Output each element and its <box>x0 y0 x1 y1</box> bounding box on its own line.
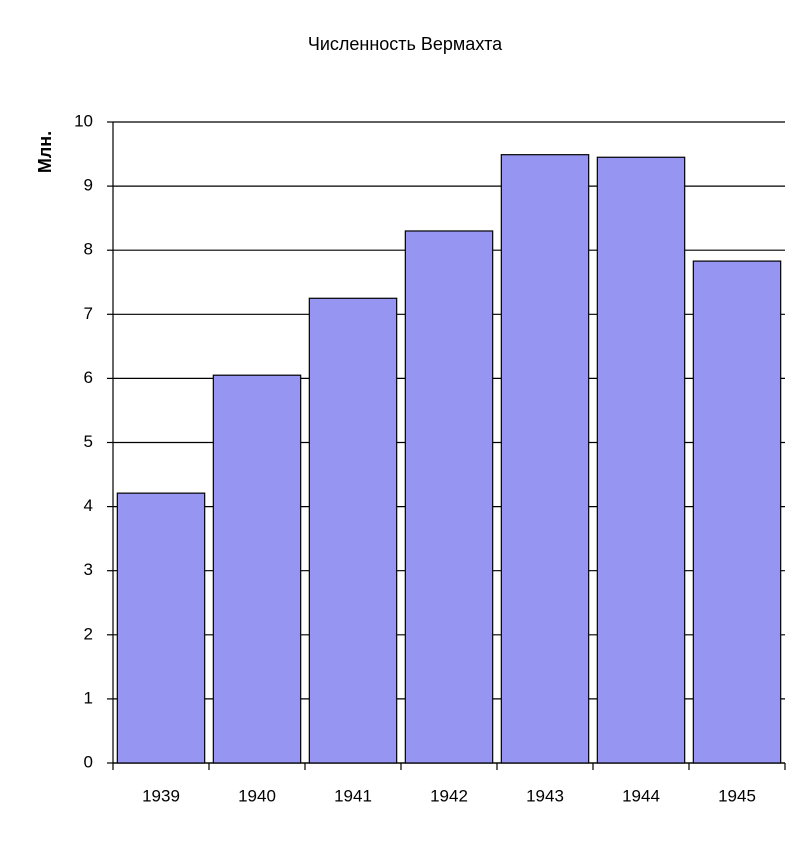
bar <box>116 492 206 764</box>
y-tick-label: 7 <box>84 304 93 323</box>
bar <box>404 230 494 764</box>
x-tick-label: 1942 <box>430 786 468 805</box>
y-tick-label: 6 <box>84 368 93 387</box>
y-tick-label: 5 <box>84 432 93 451</box>
x-tick-label: 1940 <box>238 786 276 805</box>
bar <box>692 260 782 764</box>
y-tick-label: 3 <box>84 560 93 579</box>
y-tick-label: 2 <box>84 624 93 643</box>
y-tick-label: 8 <box>84 240 93 259</box>
y-tick-label: 10 <box>74 111 93 130</box>
bar <box>308 297 398 764</box>
bar <box>596 156 686 764</box>
x-tick-label: 1944 <box>622 786 660 805</box>
x-tick-label: 1943 <box>526 786 564 805</box>
y-tick-label: 9 <box>84 176 93 195</box>
x-tick-label: 1939 <box>142 786 180 805</box>
chart-title: Численность Вермахта <box>308 34 503 54</box>
bar <box>212 374 302 764</box>
y-tick-label: 4 <box>84 496 93 515</box>
bar <box>500 154 590 764</box>
y-tick-label: 0 <box>84 752 93 771</box>
x-tick-label: 1941 <box>334 786 372 805</box>
y-tick-label: 1 <box>84 688 93 707</box>
x-tick-label: 1945 <box>718 786 756 805</box>
y-axis-label: Млн. <box>35 131 55 173</box>
